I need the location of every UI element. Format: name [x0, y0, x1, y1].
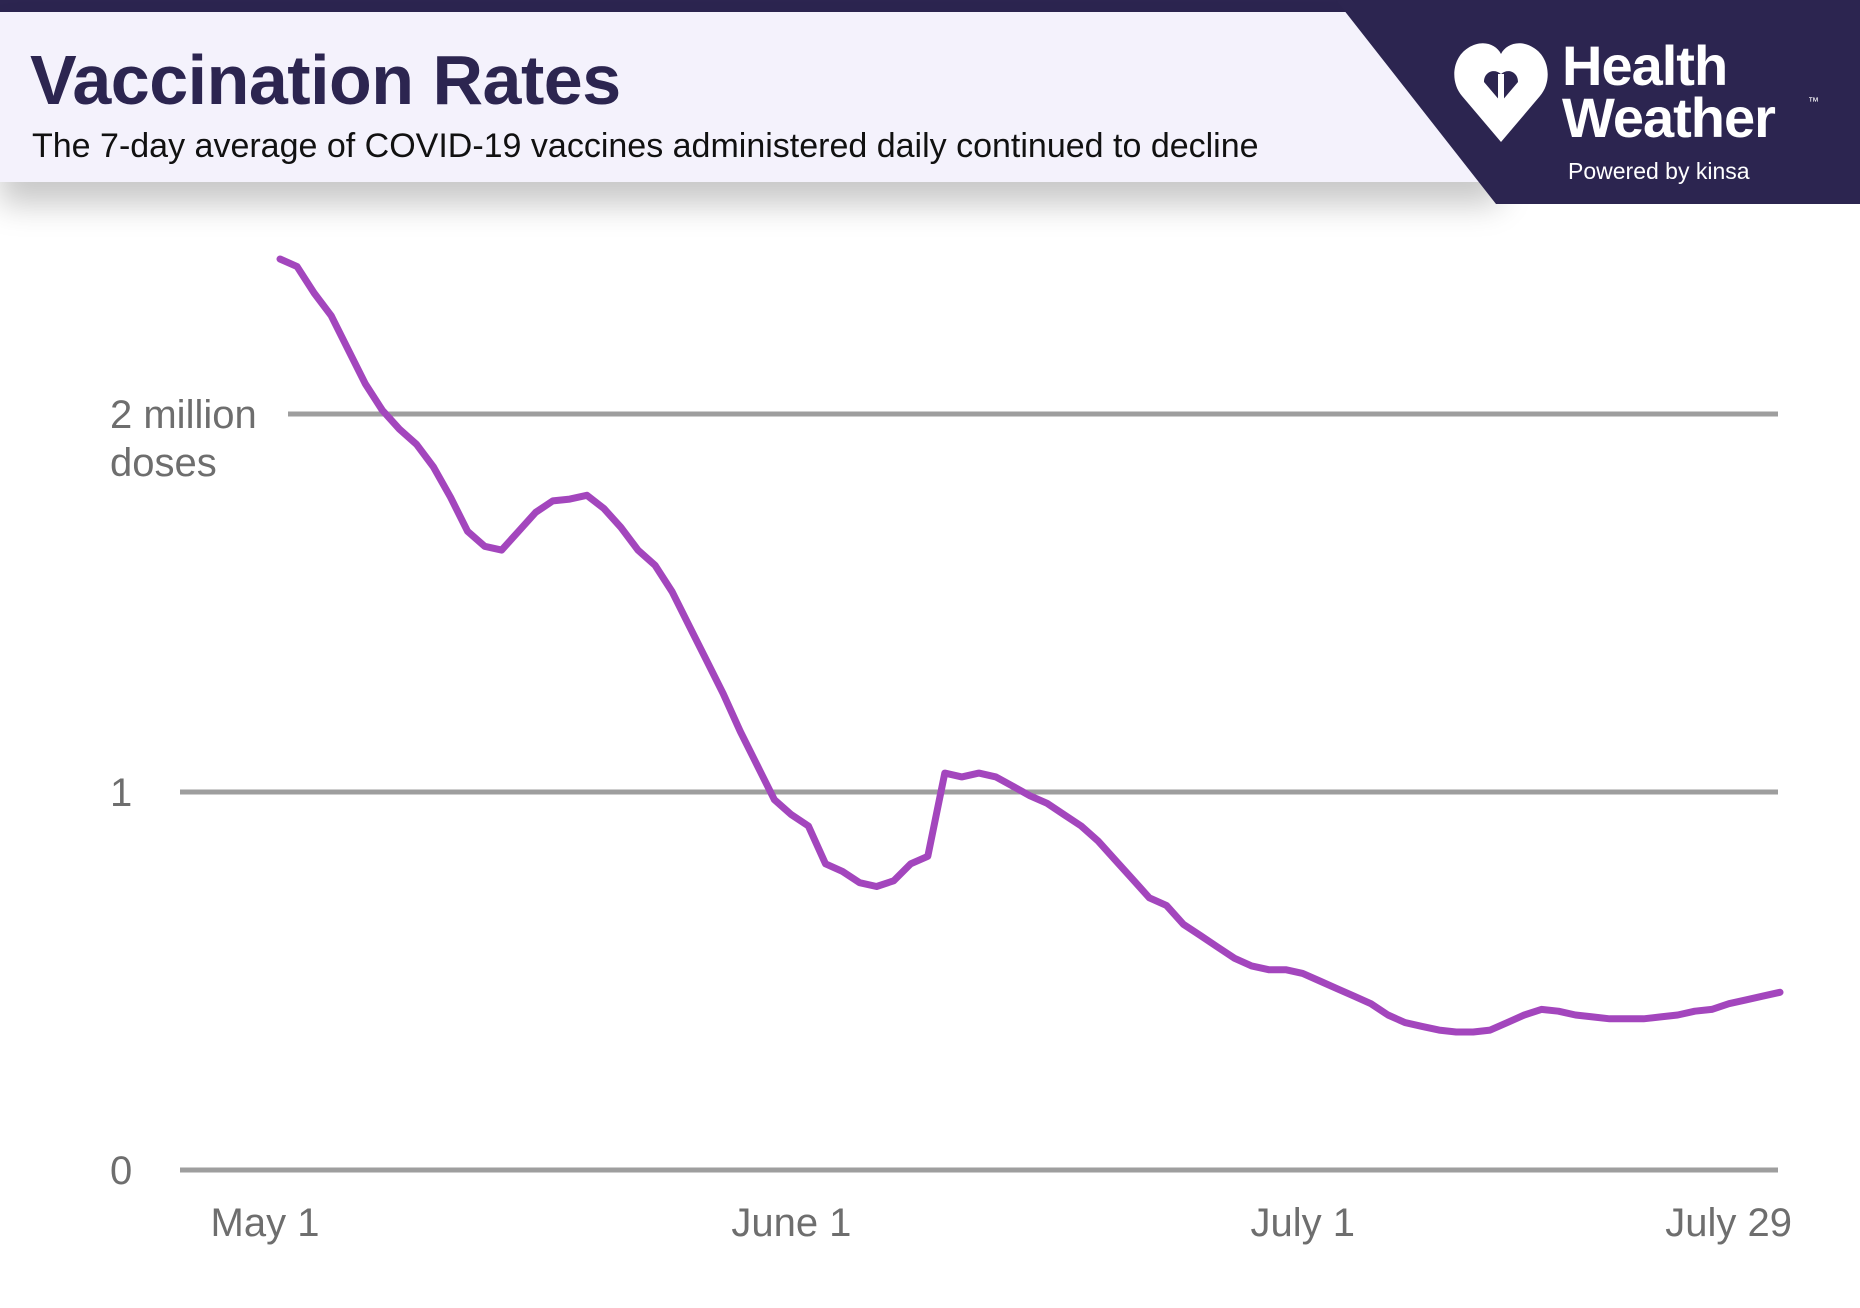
brand-name: Health Weather — [1562, 34, 1776, 149]
x-tick-label: June 1 — [731, 1201, 851, 1245]
brand-name-line2: Weather — [1562, 86, 1776, 149]
y-tick-label: 0 — [110, 1149, 132, 1193]
chart-title: Vaccination Rates — [30, 41, 621, 119]
gridlines — [180, 411, 1778, 1173]
y-unit-label: doses — [110, 441, 217, 485]
x-tick-label: July 1 — [1250, 1201, 1355, 1245]
y-tick-label: 2 million — [110, 393, 257, 437]
trademark-mark: ™ — [1808, 96, 1819, 108]
y-tick-label: 1 — [110, 771, 132, 815]
chart-subtitle: The 7-day average of COVID-19 vaccines a… — [32, 127, 1259, 165]
x-tick-label: July 29 — [1665, 1201, 1792, 1245]
brand-badge: Health Weather ™ Powered by kinsa — [1336, 0, 1860, 204]
powered-by-text: Powered by kinsa — [1568, 158, 1750, 184]
brand-name-line1: Health — [1562, 34, 1728, 97]
x-axis-labels: May 1 June 1 July 1 July 29 — [211, 1201, 1792, 1245]
heart-icon — [1454, 43, 1548, 142]
series-line-vaccinations — [276, 255, 1784, 1036]
x-tick-label: May 1 — [211, 1201, 320, 1245]
header-panel: Vaccination Rates The 7-day average of C… — [0, 12, 1500, 182]
